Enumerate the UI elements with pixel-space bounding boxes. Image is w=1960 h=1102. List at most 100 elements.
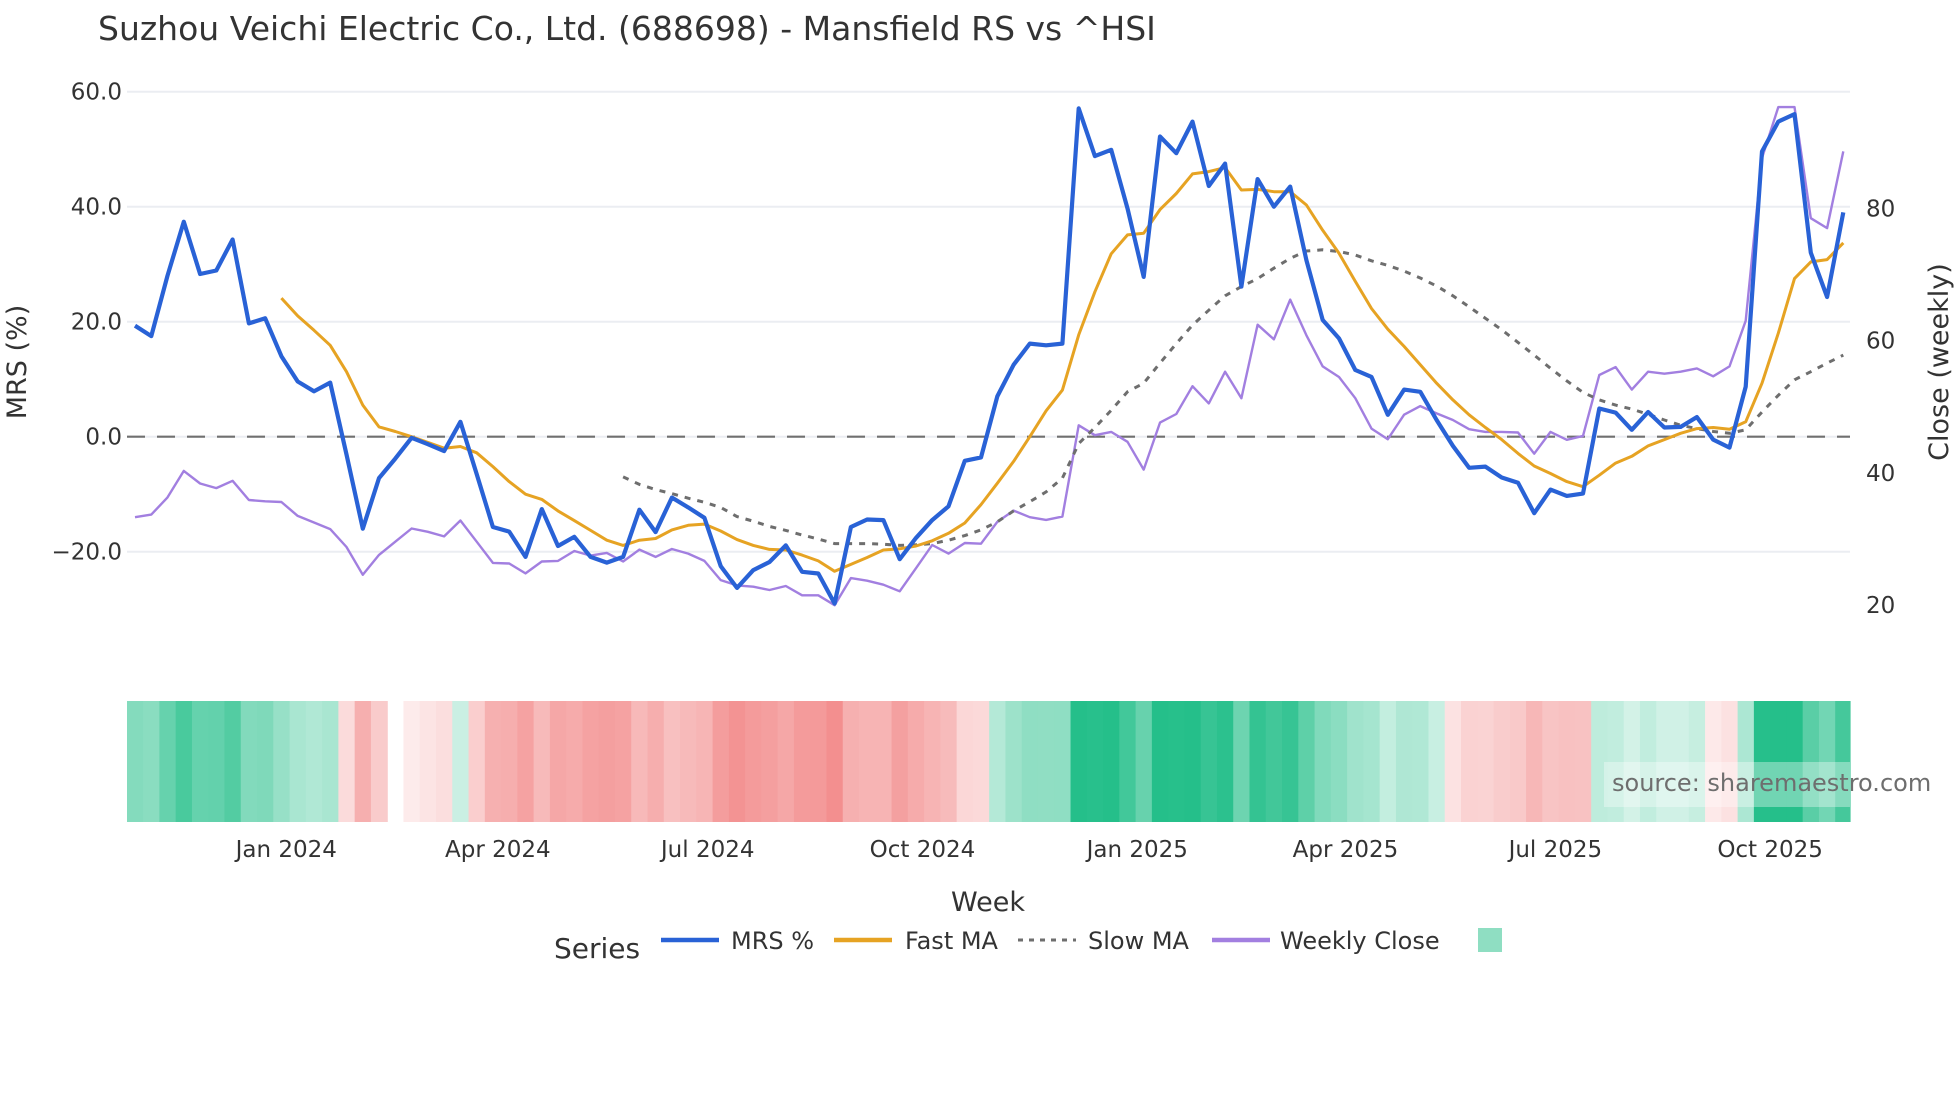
heatmap-cell xyxy=(1623,701,1641,822)
heatmap-cell xyxy=(1298,701,1316,822)
heatmap-cell xyxy=(1461,701,1478,822)
heatmap-cell xyxy=(1021,701,1039,822)
heatmap-cell xyxy=(1412,701,1430,822)
heatmap-cell xyxy=(452,701,470,822)
legend-title: Series xyxy=(554,932,640,965)
heatmap-cell xyxy=(907,701,925,822)
legend-heatmap-swatch-item[interactable] xyxy=(1478,928,1502,952)
heatmap-cell xyxy=(1672,701,1690,822)
legend-weekly-close-label: Weekly Close xyxy=(1280,927,1440,955)
heatmap-cell xyxy=(1037,701,1055,822)
heatmap-cell xyxy=(1200,701,1218,822)
heatmap-cell xyxy=(566,701,584,822)
y-right-tick-labels: 80 60 40 20 xyxy=(1866,196,1895,619)
heatmap-cell xyxy=(1119,701,1137,822)
y-right-axis-title: Close (weekly) xyxy=(1924,263,1955,461)
heatmap-cell xyxy=(842,701,860,822)
heatmap-cell xyxy=(777,701,795,822)
chart-title: Suzhou Veichi Electric Co., Ltd. (688698… xyxy=(98,9,1156,48)
heatmap-cell xyxy=(403,701,421,822)
heatmap-cell xyxy=(582,701,600,822)
weekly-close-line xyxy=(134,105,1845,607)
legend-fast-ma-label: Fast MA xyxy=(905,927,999,955)
heatmap-cell xyxy=(1151,701,1169,822)
heatmap-cell xyxy=(1786,701,1804,822)
legend-weekly-close-item[interactable]: Weekly Close xyxy=(1212,927,1440,955)
legend-mrs-label: MRS % xyxy=(731,927,814,955)
x-tick: Jan 2024 xyxy=(234,837,337,863)
gridlines xyxy=(127,90,1850,553)
y-left-tick: 0.0 xyxy=(85,425,122,451)
heatmap-cell xyxy=(631,701,649,822)
heatmap-cell xyxy=(1395,701,1413,822)
heatmap-cell xyxy=(1818,701,1836,822)
x-tick-labels: Jan 2024 Apr 2024 Jul 2024 Oct 2024 Jan 2025… xyxy=(234,837,1823,863)
heatmap-cell xyxy=(859,701,876,822)
heatmap-cell xyxy=(1347,701,1364,822)
heatmap-cell xyxy=(1753,701,1771,822)
heatmap-cell xyxy=(614,701,632,822)
x-axis-title: Week xyxy=(951,887,1025,918)
heatmap-cell xyxy=(533,701,551,822)
heatmap-cell xyxy=(728,701,746,822)
heatmap-cell xyxy=(1591,701,1609,822)
heatmap-cell xyxy=(1216,701,1234,822)
heatmap-cell xyxy=(273,701,291,822)
heatmap-cell xyxy=(143,701,161,822)
heatmap-cell xyxy=(1249,701,1267,822)
legend-slow-ma-item[interactable]: Slow MA xyxy=(1018,927,1190,955)
legend-fast-ma-item[interactable]: Fast MA xyxy=(834,927,999,955)
heatmap-cell xyxy=(191,701,209,822)
y-right-tick: 80 xyxy=(1866,196,1895,222)
heatmap-cell xyxy=(1688,701,1706,822)
heatmap-cell xyxy=(1477,701,1495,822)
heatmap-cell xyxy=(1835,701,1851,822)
heatmap-cell xyxy=(940,701,958,822)
y-right-tick: 20 xyxy=(1866,593,1895,619)
heatmap-cell xyxy=(1737,701,1755,822)
heatmap-cell xyxy=(224,701,242,822)
heatmap-cell xyxy=(1705,701,1722,822)
heatmap-cell xyxy=(175,701,193,822)
heatmap-cell xyxy=(1526,701,1543,822)
heatmap-cell xyxy=(793,701,811,822)
legend-mrs-item[interactable]: MRS % xyxy=(661,927,814,955)
heatmap-cell xyxy=(517,701,535,822)
heatmap-cell xyxy=(322,701,339,822)
heatmap-cell xyxy=(1574,701,1592,822)
x-tick: Oct 2024 xyxy=(870,837,976,863)
heatmap-cell xyxy=(1265,701,1283,822)
heatmap-cell xyxy=(1656,701,1674,822)
x-tick: Apr 2025 xyxy=(1293,837,1399,863)
y-left-tick: −20.0 xyxy=(52,540,122,566)
heatmap-swatch-icon xyxy=(1478,928,1502,952)
heatmap-cell xyxy=(1770,701,1788,822)
y-left-axis-title: MRS (%) xyxy=(2,305,33,420)
heatmap-cell xyxy=(419,701,437,822)
heatmap-cell xyxy=(1282,701,1299,822)
heatmap-cell xyxy=(305,701,323,822)
x-tick: Oct 2025 xyxy=(1717,837,1823,863)
heatmap-cell xyxy=(745,701,762,822)
heatmap-cell xyxy=(1444,701,1462,822)
y-right-tick: 60 xyxy=(1866,329,1895,355)
heatmap-cell xyxy=(1607,701,1625,822)
heatmap-cell xyxy=(891,701,909,822)
x-tick: Jul 2025 xyxy=(1507,837,1603,863)
mrs-heatmap-strip xyxy=(127,701,1851,822)
heatmap-cell xyxy=(1721,701,1739,822)
x-tick: Jan 2025 xyxy=(1085,837,1188,863)
heatmap-cell xyxy=(1233,701,1251,822)
heatmap-cell xyxy=(1330,701,1348,822)
heatmap-cell xyxy=(598,701,616,822)
heatmap-cell xyxy=(289,701,307,822)
heatmap-cell xyxy=(1005,701,1023,822)
source-label: source: sharemaestro.com xyxy=(1612,769,1931,797)
heatmap-cell xyxy=(761,701,779,822)
heatmap-cell xyxy=(159,701,177,822)
heatmap-cell xyxy=(1558,701,1576,822)
heatmap-cell xyxy=(924,701,941,822)
heatmap-cell xyxy=(1103,701,1120,822)
heatmap-cell xyxy=(1493,701,1511,822)
